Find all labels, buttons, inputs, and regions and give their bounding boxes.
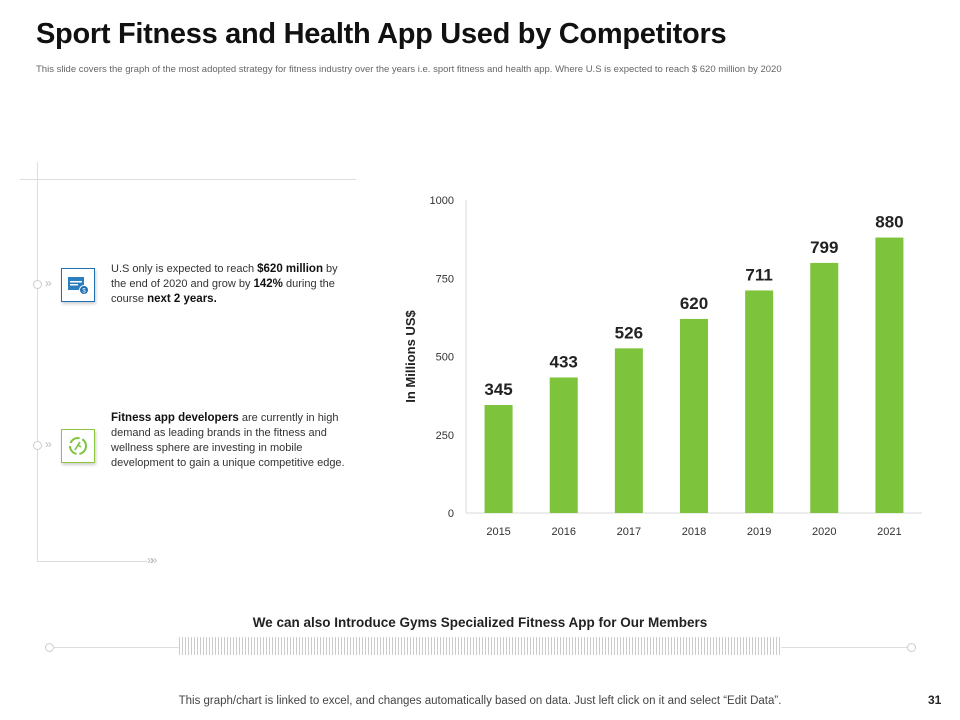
page-title: Sport Fitness and Health App Used by Com… <box>36 18 727 50</box>
x-tick-label: 2017 <box>617 526 641 538</box>
bar-2016 <box>549 377 578 513</box>
x-tick-label: 2015 <box>486 526 510 538</box>
y-axis-title: In Millions US$ <box>403 310 418 403</box>
page-subtitle: This slide covers the graph of the most … <box>36 64 782 75</box>
running-cycle-icon <box>69 437 87 455</box>
data-label-2020: 799 <box>810 238 838 257</box>
x-tick-label: 2016 <box>551 526 575 538</box>
bar-2018 <box>680 318 708 513</box>
chevron-icon: » <box>45 437 52 451</box>
x-tick-label: 2020 <box>812 526 836 538</box>
card-text-fragment: next 2 years. <box>147 293 217 305</box>
data-label-2015: 345 <box>484 380 512 399</box>
timeline-dot <box>33 280 42 289</box>
card-text-fragment: 142% <box>253 278 283 290</box>
card-1-text: U.S only is expected to reach $620 milli… <box>111 262 346 307</box>
frame-bottom-line <box>37 561 147 562</box>
data-label-2017: 526 <box>615 323 643 342</box>
banner-hatched-bar <box>179 637 781 655</box>
chevrons-icon: »» <box>147 553 158 567</box>
bar-2020 <box>810 262 839 513</box>
card-text-fragment: $620 million <box>257 263 323 275</box>
card-2-icon-box <box>61 429 95 463</box>
bar-2015 <box>484 405 513 513</box>
x-tick-label: 2021 <box>877 526 901 538</box>
y-tick-label: 250 <box>436 430 454 442</box>
data-label-2018: 620 <box>680 294 708 313</box>
y-tick-label: 0 <box>448 508 454 520</box>
x-tick-label: 2019 <box>747 526 771 538</box>
svg-text:$: $ <box>82 289 86 295</box>
card-text-fragment: U.S only is expected to reach <box>111 263 258 275</box>
data-label-2019: 711 <box>745 265 772 284</box>
timeline-dot <box>33 441 42 450</box>
chevron-icon: » <box>45 276 52 290</box>
card-text-fragment: are currently in high demand as leading … <box>111 412 345 469</box>
bar-2019 <box>745 290 774 513</box>
y-tick-label: 750 <box>436 273 454 285</box>
page-number: 31 <box>928 693 942 707</box>
banner-right-dot <box>907 643 916 652</box>
calendar-dollar-icon: $ <box>68 277 89 295</box>
frame-vertical-line <box>37 162 38 562</box>
x-tick-label: 2018 <box>682 526 706 538</box>
data-label-2021: 880 <box>875 213 903 232</box>
card-2-text: Fitness app developers are currently in … <box>111 411 346 471</box>
frame-top-line <box>20 179 356 180</box>
card-1-icon-box: $ <box>61 268 95 302</box>
footer-note: This graph/chart is linked to excel, and… <box>178 695 782 707</box>
y-tick-label: 500 <box>436 352 454 364</box>
banner-text: We can also Introduce Gyms Specialized F… <box>252 615 708 630</box>
card-text-fragment: by the end of 2020 and grow by <box>111 263 338 290</box>
bar-2017 <box>614 348 643 513</box>
card-text-fragment: during the course <box>111 278 335 305</box>
data-label-2016: 433 <box>550 352 578 371</box>
y-tick-label: 1000 <box>430 195 454 207</box>
bar-2021 <box>875 237 904 513</box>
card-text-fragment: Fitness app developers <box>111 412 239 424</box>
bar-chart[interactable]: 0 250 500 750 1000 In Millions US$ 345 2015 433 2… <box>380 180 940 550</box>
